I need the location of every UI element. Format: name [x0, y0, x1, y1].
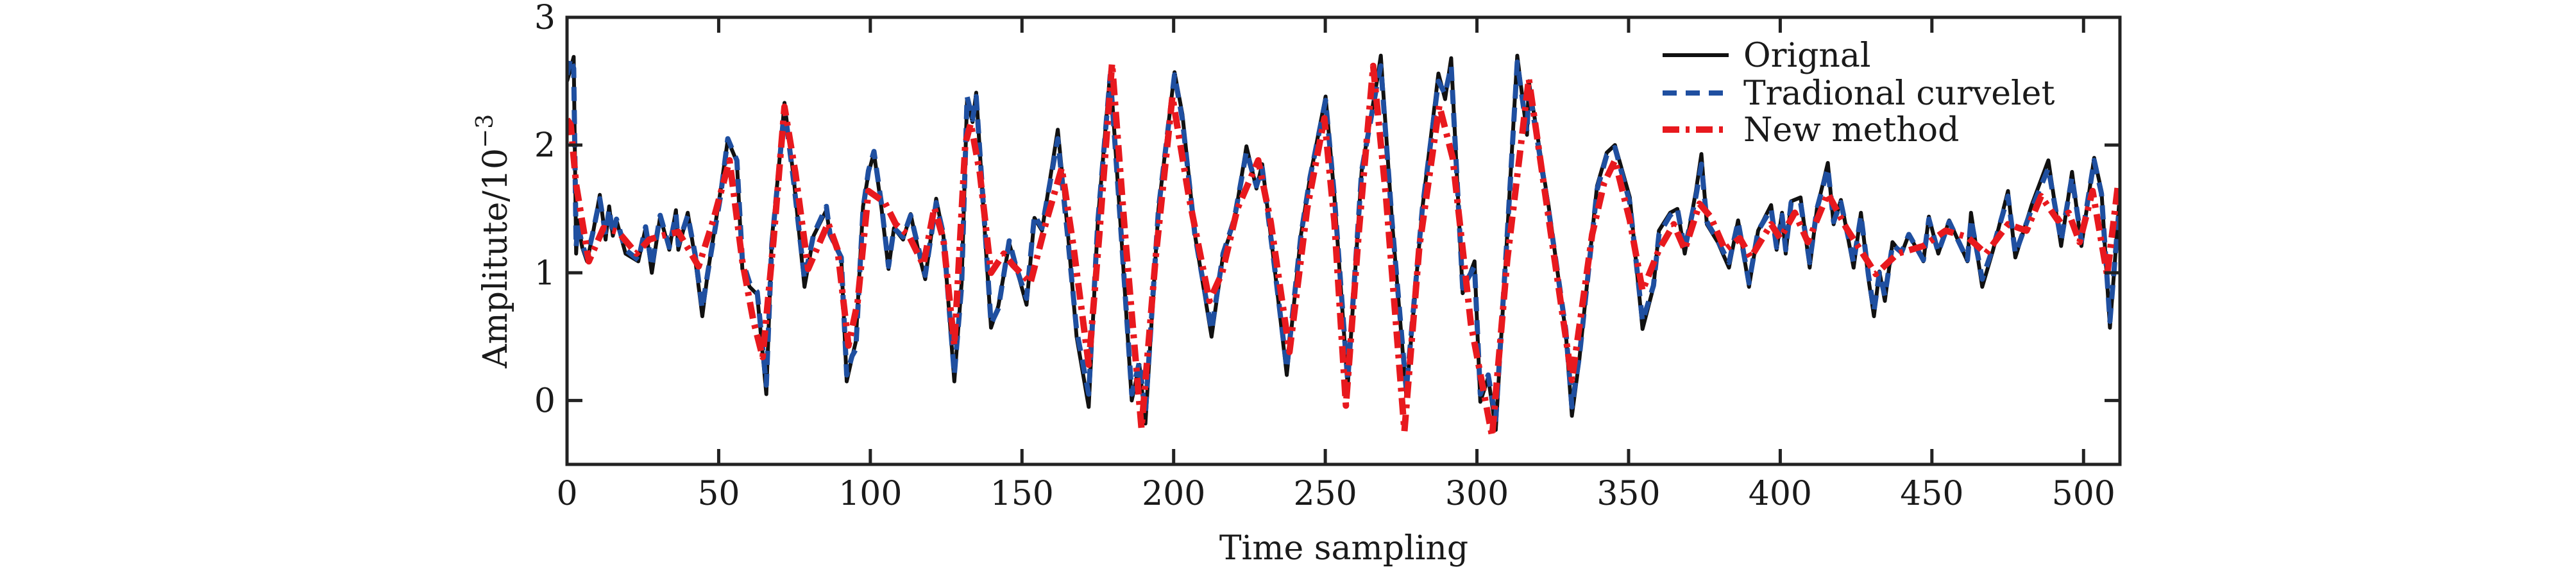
legend-label: New method	[1743, 111, 1959, 149]
x-tick-label: 350	[1597, 475, 1660, 513]
y-axis-label-exponent: −3	[472, 114, 498, 148]
y-tick-label: 2	[534, 126, 555, 165]
series-line-tradional-curvelet	[567, 55, 2120, 423]
y-axis-label-base: Amplitute/10	[477, 148, 515, 369]
x-tick-label: 100	[838, 475, 902, 513]
y-tick-label: 1	[534, 254, 555, 292]
x-tick-label: 200	[1142, 475, 1205, 513]
y-tick-label: 0	[534, 382, 555, 420]
legend-item: Tradional curvelet	[1663, 74, 2055, 113]
x-tick-label: 300	[1445, 475, 1509, 513]
x-tick-label: 0	[556, 475, 577, 513]
x-tick-label: 50	[697, 475, 740, 513]
x-tick-label: 250	[1293, 475, 1357, 513]
series-layer	[567, 53, 2120, 440]
legend-label: Tradional curvelet	[1743, 74, 2055, 113]
x-tick-label: 450	[1900, 475, 1963, 513]
x-tick-label: 500	[2052, 475, 2115, 513]
y-tick-label: 3	[534, 0, 555, 37]
legend-label: Orignal	[1743, 37, 1871, 75]
series-line-new-method	[567, 60, 2120, 440]
ticks-layer: 0 50 100 150 200 250 300 350 400 450 500 0 1 2 3	[534, 0, 2120, 513]
x-tick-label: 400	[1749, 475, 1812, 513]
legend-item: Orignal	[1663, 37, 1871, 75]
x-tick-label: 150	[990, 475, 1054, 513]
plot-frame	[565, 15, 2122, 466]
y-axis-label: Amplitute/10−3	[472, 114, 515, 369]
x-axis-label: Time sampling	[1219, 529, 1468, 568]
legend-item: New method	[1663, 111, 1959, 149]
